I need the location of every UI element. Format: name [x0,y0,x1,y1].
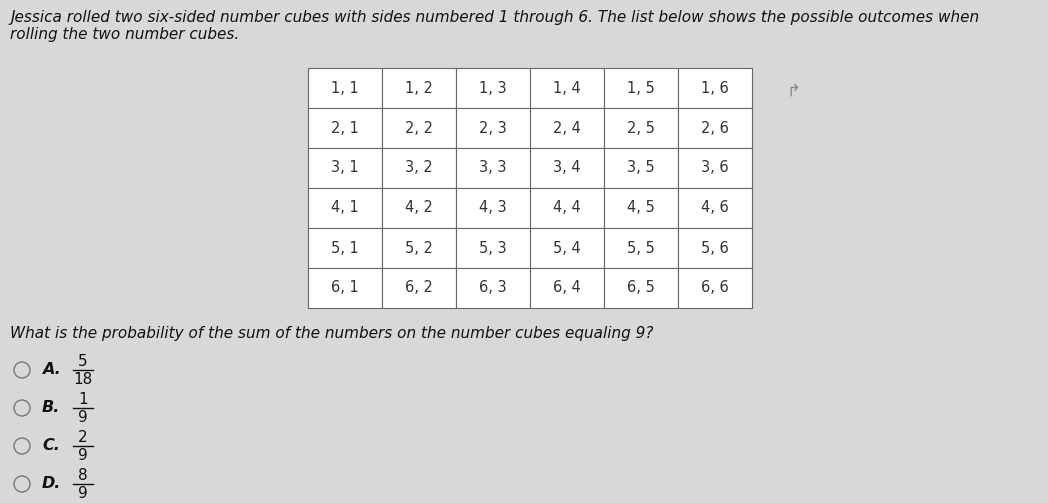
Text: 9: 9 [79,486,88,501]
Bar [604,148,678,188]
Text: 4, 6: 4, 6 [701,201,728,215]
Text: 18: 18 [73,373,92,387]
Bar [604,228,678,268]
Text: A.: A. [42,363,61,377]
Bar [456,68,530,108]
Text: 1: 1 [79,391,88,406]
Bar [456,148,530,188]
Bar [383,188,456,228]
Text: 2, 2: 2, 2 [405,121,433,135]
Text: 2, 5: 2, 5 [627,121,655,135]
Bar [604,268,678,308]
Text: D.: D. [42,476,62,491]
Text: rolling the two number cubes.: rolling the two number cubes. [10,27,239,42]
Bar [383,148,456,188]
Text: 8: 8 [79,467,88,482]
Text: 5, 6: 5, 6 [701,240,728,256]
Text: 5, 1: 5, 1 [331,240,358,256]
Bar [678,108,752,148]
Bar [383,228,456,268]
Bar [456,268,530,308]
Bar [678,228,752,268]
Text: 3, 1: 3, 1 [331,160,358,176]
Bar [308,188,383,228]
Bar [530,108,604,148]
Bar [308,108,383,148]
Text: 9: 9 [79,410,88,426]
Bar [383,268,456,308]
Bar [530,188,604,228]
Text: 1, 2: 1, 2 [406,80,433,96]
Text: ↲: ↲ [782,78,795,96]
Bar [530,148,604,188]
Text: C.: C. [42,439,60,454]
Bar [678,188,752,228]
Text: 4, 4: 4, 4 [553,201,581,215]
Text: 4, 5: 4, 5 [627,201,655,215]
Text: 4, 2: 4, 2 [406,201,433,215]
Bar [383,68,456,108]
Text: 6, 2: 6, 2 [406,281,433,295]
Text: What is the probability of the sum of the numbers on the number cubes equaling 9: What is the probability of the sum of th… [10,326,654,341]
Text: 6, 5: 6, 5 [627,281,655,295]
Text: 5, 2: 5, 2 [406,240,433,256]
Bar [604,188,678,228]
Text: 2: 2 [79,430,88,445]
Text: 3, 5: 3, 5 [627,160,655,176]
Text: 6, 1: 6, 1 [331,281,358,295]
Bar [530,228,604,268]
Text: 6, 3: 6, 3 [479,281,507,295]
Bar [308,228,383,268]
Text: 6, 4: 6, 4 [553,281,581,295]
Text: B.: B. [42,400,61,415]
Bar [530,268,604,308]
Text: 4, 3: 4, 3 [479,201,507,215]
Text: 2, 6: 2, 6 [701,121,729,135]
Bar [308,68,383,108]
Text: 3, 6: 3, 6 [701,160,728,176]
Text: 4, 1: 4, 1 [331,201,358,215]
Bar [678,148,752,188]
Text: 5, 3: 5, 3 [479,240,507,256]
Bar [456,108,530,148]
Text: 6, 6: 6, 6 [701,281,728,295]
Bar [308,268,383,308]
Text: 1, 5: 1, 5 [627,80,655,96]
Text: 2, 1: 2, 1 [331,121,358,135]
Bar [604,108,678,148]
Bar [308,148,383,188]
Bar [678,68,752,108]
Text: 3, 4: 3, 4 [553,160,581,176]
Bar [456,188,530,228]
Text: 5: 5 [79,354,88,369]
Text: 3, 2: 3, 2 [406,160,433,176]
Text: 5, 4: 5, 4 [553,240,581,256]
Text: 3, 3: 3, 3 [479,160,507,176]
Bar [456,228,530,268]
Bar [604,68,678,108]
Text: 2, 4: 2, 4 [553,121,581,135]
Text: 9: 9 [79,449,88,463]
Text: 1, 1: 1, 1 [331,80,358,96]
Text: 1, 6: 1, 6 [701,80,728,96]
Bar [678,268,752,308]
Text: 5, 5: 5, 5 [627,240,655,256]
Bar [383,108,456,148]
Text: Jessica rolled two six-sided number cubes with sides numbered 1 through 6. The l: Jessica rolled two six-sided number cube… [10,10,979,25]
Text: 1, 4: 1, 4 [553,80,581,96]
Text: 2, 3: 2, 3 [479,121,507,135]
Text: 1, 3: 1, 3 [479,80,507,96]
Bar [530,68,604,108]
